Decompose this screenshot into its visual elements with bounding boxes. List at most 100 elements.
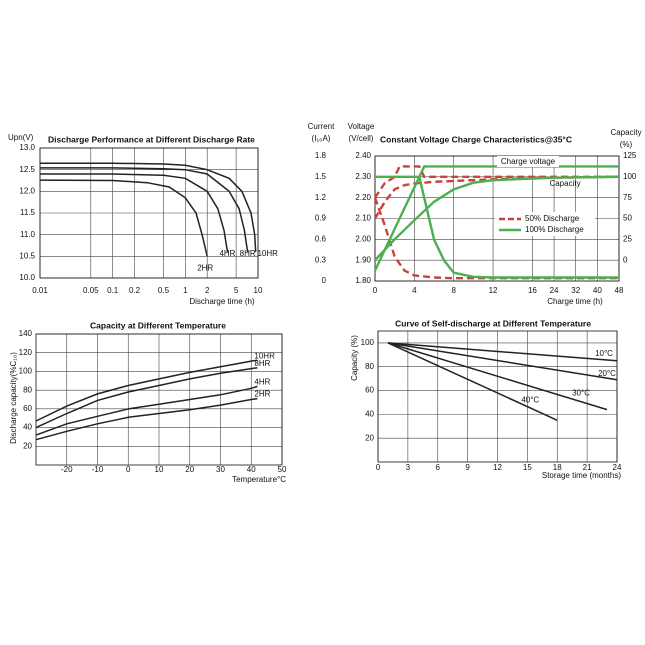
y2-axis-label: (I₁₀A)	[312, 134, 331, 143]
y-tick-label: 2.20	[355, 193, 371, 202]
series-label: 2HR	[197, 263, 213, 272]
y-tick-label: 2.10	[355, 214, 371, 223]
y-tick-label: 60	[365, 386, 374, 395]
y-tick-label: 11.0	[20, 230, 36, 239]
y-axis-label: (V/cell)	[349, 134, 374, 143]
x-tick-label: 2	[205, 286, 210, 295]
y-axis-label: Voltage	[348, 122, 375, 131]
y-tick-label: 1.90	[355, 255, 371, 264]
y2-tick-label: 1.8	[315, 151, 327, 160]
series-label: 10HR	[254, 351, 275, 360]
x-tick-label: 0	[373, 286, 378, 295]
series-line	[40, 162, 257, 253]
x-tick-label: 0	[126, 465, 131, 474]
y-tick-label: 10.5	[19, 251, 35, 260]
x-tick-label: 24	[613, 463, 622, 472]
y-tick-label: 2.30	[355, 172, 371, 181]
x-tick-label: 6	[436, 463, 441, 472]
x-tick-label: 0	[376, 463, 381, 472]
x-tick-label: 12	[489, 286, 498, 295]
y3-tick-label: 125	[623, 151, 637, 160]
series-line	[39, 179, 208, 257]
y-tick-label: 140	[19, 329, 33, 338]
x-tick-label: 8	[451, 286, 456, 295]
x-tick-label: 3	[406, 463, 411, 472]
y-tick-label: 40	[23, 423, 32, 432]
x-tick-label: 30	[216, 465, 225, 474]
chart-title: Discharge Performance at Different Disch…	[48, 134, 255, 144]
y-tick-label: 2.00	[355, 234, 371, 243]
series-line	[387, 342, 618, 362]
x-tick-label: 12	[493, 463, 502, 472]
x-tick-label: -10	[92, 465, 104, 474]
y-tick-label: 60	[23, 404, 32, 413]
x-tick-label: 10	[155, 465, 164, 474]
y3-tick-label: 25	[623, 234, 632, 243]
x-tick-label: 0.01	[32, 286, 48, 295]
series-line	[373, 197, 619, 280]
x-axis-label: Charge time (h)	[547, 297, 603, 306]
y-tick-label: 100	[361, 338, 375, 347]
legend-label: 100% Discharge	[525, 225, 584, 234]
y-tick-label: 100	[19, 367, 33, 376]
series-line	[40, 167, 249, 253]
y-tick-label: 80	[23, 385, 32, 394]
y-tick-label: 1.80	[355, 276, 371, 285]
x-tick-label: 16	[528, 286, 537, 295]
series-line	[35, 366, 258, 429]
annotation: Charge voltage	[501, 157, 556, 166]
series-label: 4HR	[254, 378, 270, 387]
y2-tick-label: 0	[322, 276, 327, 285]
y-tick-label: 20	[365, 433, 374, 442]
y2-tick-label: 0.3	[315, 255, 327, 264]
chart-title: Constant Voltage Charge Characteristics@…	[380, 134, 572, 144]
x-tick-label: 40	[247, 465, 256, 474]
series-label: 8HR	[254, 359, 270, 368]
plot-frame	[35, 333, 283, 466]
y2-tick-label: 1.5	[315, 172, 327, 181]
chart-title: Curve of Self-discharge at Different Tem…	[395, 318, 591, 328]
series-line	[374, 165, 619, 199]
y3-tick-label: 50	[623, 214, 632, 223]
y2-tick-label: 0.9	[315, 214, 327, 223]
y-tick-label: 12.5	[19, 165, 35, 174]
y-tick-label: 11.5	[20, 208, 36, 217]
x-tick-label: -20	[61, 465, 73, 474]
x-tick-label: 50	[278, 465, 287, 474]
y3-tick-label: 75	[623, 193, 632, 202]
y-tick-label: 13.0	[19, 143, 35, 152]
y-axis-label: Upn(V)	[8, 133, 34, 142]
series-line	[35, 397, 258, 441]
x-tick-label: 0.2	[129, 286, 141, 295]
series-label: 10°C	[595, 349, 613, 358]
x-tick-label: 48	[615, 286, 624, 295]
y-tick-label: 80	[365, 362, 374, 371]
y-tick-label: 20	[23, 441, 32, 450]
y3-axis-label: (%)	[620, 140, 633, 149]
series-label: 2HR	[254, 390, 270, 399]
x-tick-label: 0.05	[83, 286, 99, 295]
series-label: 20°C	[598, 369, 616, 378]
y-axis-label: Discharge capacity(%C₁₀)	[9, 352, 18, 444]
series-label: 8HR	[240, 249, 256, 258]
x-tick-label: 10	[254, 286, 263, 295]
series-line	[35, 385, 258, 436]
x-axis-label: Discharge time (h)	[189, 297, 255, 306]
y2-tick-label: 1.2	[315, 193, 327, 202]
legend-bg	[495, 212, 595, 236]
series-line	[387, 342, 618, 381]
x-tick-label: 21	[583, 463, 592, 472]
legend-label: 50% Discharge	[525, 214, 580, 223]
y-tick-label: 120	[19, 348, 33, 357]
y-tick-label: 12.0	[19, 186, 35, 195]
series-line	[40, 173, 229, 253]
y-tick-label: 40	[365, 409, 374, 418]
series-label: 40°C	[521, 395, 539, 404]
series-line	[387, 342, 558, 421]
y-tick-label: 2.40	[355, 151, 371, 160]
y3-tick-label: 0	[623, 255, 628, 264]
y3-tick-label: 100	[623, 172, 637, 181]
series-label: 30°C	[572, 389, 590, 398]
x-tick-label: 40	[593, 286, 602, 295]
x-tick-label: 24	[550, 286, 559, 295]
